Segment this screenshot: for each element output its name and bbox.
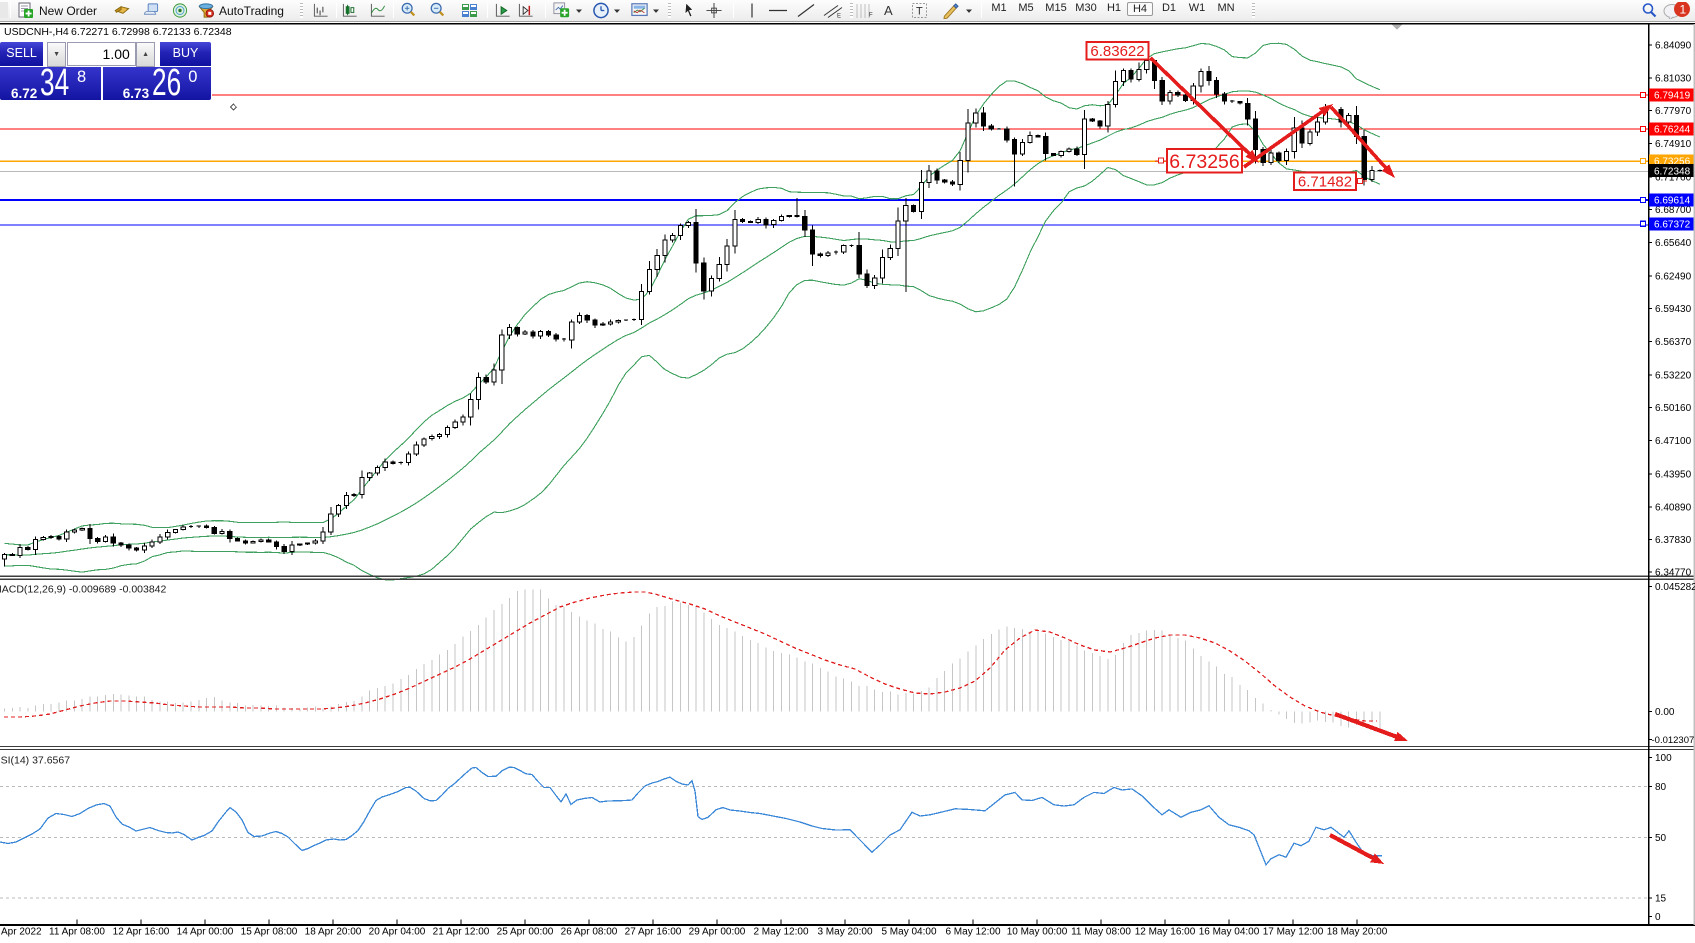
svg-text:0: 0	[1655, 912, 1661, 923]
svg-text:17 May 12:00: 17 May 12:00	[1263, 927, 1324, 938]
svg-text:10 May 00:00: 10 May 00:00	[1007, 927, 1068, 938]
svg-text:6.83622: 6.83622	[1090, 43, 1144, 60]
svg-text:15 Apr 08:00: 15 Apr 08:00	[241, 927, 298, 938]
svg-text:6.84090: 6.84090	[1655, 41, 1692, 52]
svg-text:18 May 20:00: 18 May 20:00	[1327, 927, 1388, 938]
svg-text:USDCNH-,H4: USDCNH-,H4	[4, 26, 69, 38]
svg-text:6.76244: 6.76244	[1654, 125, 1691, 136]
svg-text:6.40890: 6.40890	[1655, 502, 1692, 513]
svg-text:6.74910: 6.74910	[1655, 139, 1692, 150]
svg-text:2 May 12:00: 2 May 12:00	[753, 927, 808, 938]
svg-text:6.43950: 6.43950	[1655, 470, 1692, 481]
svg-text:5 May 04:00: 5 May 04:00	[881, 927, 936, 938]
svg-text:6.69614: 6.69614	[1654, 196, 1691, 207]
svg-text:11 May 08:00: 11 May 08:00	[1071, 927, 1131, 938]
svg-text:80: 80	[1655, 782, 1667, 793]
svg-text:26 Apr 08:00: 26 Apr 08:00	[561, 927, 618, 938]
svg-text:6.77970: 6.77970	[1655, 106, 1692, 117]
svg-text:3 May 20:00: 3 May 20:00	[817, 927, 872, 938]
svg-text:25 Apr 00:00: 25 Apr 00:00	[497, 927, 554, 938]
svg-text:6.71482: 6.71482	[1298, 174, 1352, 191]
svg-text:6.56370: 6.56370	[1655, 337, 1692, 348]
svg-text:1: 1	[1680, 3, 1687, 17]
svg-text:11 Apr 08:00: 11 Apr 08:00	[49, 927, 105, 938]
svg-text:6.79419: 6.79419	[1654, 91, 1691, 102]
svg-text:20 Apr 04:00: 20 Apr 04:00	[369, 927, 426, 938]
svg-text:6.53220: 6.53220	[1655, 371, 1692, 382]
svg-text:-0.012307: -0.012307	[1652, 735, 1695, 746]
svg-text:6.65640: 6.65640	[1655, 238, 1692, 249]
svg-text:21 Apr 12:00: 21 Apr 12:00	[433, 927, 490, 938]
svg-text:0.00: 0.00	[1655, 707, 1675, 718]
svg-text:Apr 2022: Apr 2022	[1, 927, 42, 938]
svg-text:0.045282: 0.045282	[1655, 582, 1695, 593]
svg-text:29 Apr 00:00: 29 Apr 00:00	[689, 927, 746, 938]
svg-text:12 May 16:00: 12 May 16:00	[1135, 927, 1196, 938]
svg-text:6.34770: 6.34770	[1655, 568, 1692, 579]
svg-text:6.72271 6.72998 6.72133 6.7234: 6.72271 6.72998 6.72133 6.72348	[71, 26, 232, 38]
svg-text:6.62490: 6.62490	[1655, 272, 1692, 283]
svg-text:6.47100: 6.47100	[1655, 436, 1692, 447]
svg-text:27 Apr 16:00: 27 Apr 16:00	[625, 927, 682, 938]
svg-text:MACD(12,26,9) -0.009689 -0.003: MACD(12,26,9) -0.009689 -0.003842	[0, 584, 167, 596]
svg-text:6.68700: 6.68700	[1655, 205, 1692, 216]
svg-text:E: E	[837, 14, 841, 20]
svg-text:6 May 12:00: 6 May 12:00	[945, 927, 1000, 938]
svg-text:6.67372: 6.67372	[1654, 219, 1691, 230]
svg-text:RSI(14) 37.6567: RSI(14) 37.6567	[0, 755, 70, 767]
svg-text:F: F	[869, 13, 873, 19]
svg-text:6.72348: 6.72348	[1654, 166, 1691, 177]
svg-text:12 Apr 16:00: 12 Apr 16:00	[113, 927, 170, 938]
svg-text:15: 15	[1655, 894, 1667, 905]
svg-text:50: 50	[1655, 833, 1667, 844]
svg-text:100: 100	[1655, 753, 1672, 764]
svg-text:6.59430: 6.59430	[1655, 304, 1692, 315]
svg-text:6.50160: 6.50160	[1655, 403, 1692, 414]
svg-text:16 May 04:00: 16 May 04:00	[1199, 927, 1260, 938]
svg-text:14 Apr 00:00: 14 Apr 00:00	[177, 927, 234, 938]
svg-text:6.37830: 6.37830	[1655, 535, 1692, 546]
svg-text:6.73256: 6.73256	[1169, 151, 1240, 173]
svg-text:6.81030: 6.81030	[1655, 73, 1692, 84]
svg-text:18 Apr 20:00: 18 Apr 20:00	[305, 927, 362, 938]
svg-text:T: T	[916, 6, 923, 18]
